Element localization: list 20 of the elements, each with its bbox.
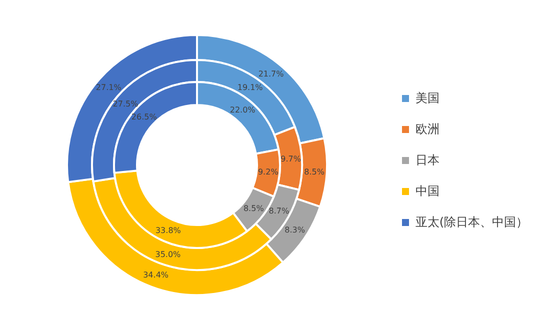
data-label: 21.7% bbox=[258, 69, 284, 78]
data-label: 35.0% bbox=[155, 250, 182, 259]
legend-label: 欧洲 bbox=[415, 121, 440, 138]
legend-label: 亚太(除日本、中国） bbox=[415, 214, 528, 231]
data-label: 9.2% bbox=[258, 168, 279, 177]
data-label: 22.0% bbox=[230, 105, 256, 114]
legend-label: 中国 bbox=[415, 183, 440, 200]
data-label: 8.5% bbox=[304, 168, 325, 177]
data-label: 34.4% bbox=[143, 270, 169, 280]
data-label: 8.3% bbox=[284, 226, 306, 235]
data-label: 8.5% bbox=[243, 204, 264, 214]
legend-label: 美国 bbox=[415, 90, 440, 107]
data-label: 33.8% bbox=[155, 226, 182, 235]
data-label: 26.5% bbox=[131, 112, 158, 122]
data-label: 27.5% bbox=[112, 99, 139, 108]
data-label: 27.1% bbox=[96, 83, 122, 92]
data-label: 8.7% bbox=[268, 206, 290, 216]
legend-label: 日本 bbox=[415, 152, 440, 169]
data-label: 19.1% bbox=[237, 82, 264, 92]
data-label: 9.7% bbox=[280, 154, 302, 164]
